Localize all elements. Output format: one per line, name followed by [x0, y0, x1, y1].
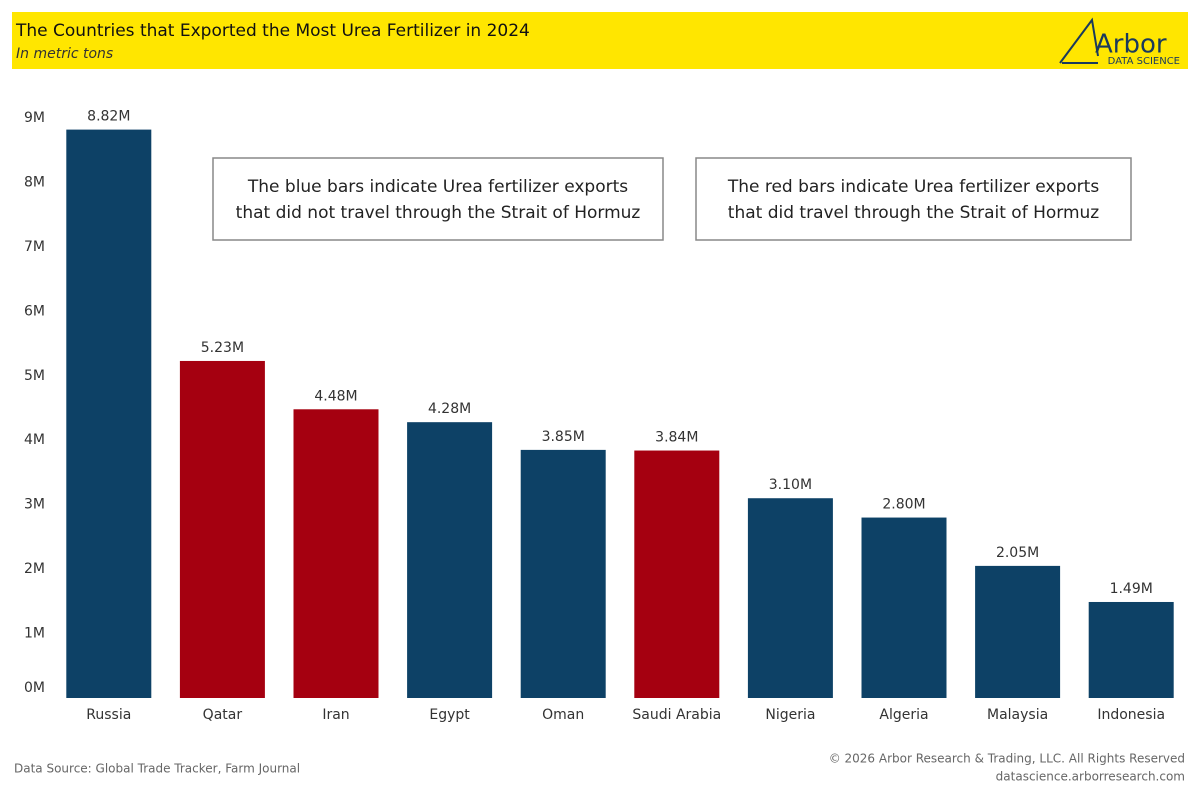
- y-tick-label: 2M: [24, 561, 45, 577]
- bar: [747, 498, 833, 698]
- source: Data Source: Global Trade Tracker, Farm …: [14, 762, 300, 776]
- y-tick-label: 4M: [24, 432, 45, 448]
- website: datascience.arborresearch.com: [996, 770, 1185, 784]
- x-tick-label: Nigeria: [765, 707, 815, 723]
- x-tick-label: Iran: [322, 707, 349, 723]
- annotation-text: The blue bars indicate Urea fertilizer e…: [247, 177, 628, 197]
- value-label: 8.82M: [87, 109, 130, 125]
- annotation-text: that did travel through the Strait of Ho…: [728, 203, 1100, 223]
- bar: [975, 565, 1061, 698]
- value-label: 4.28M: [428, 401, 471, 417]
- annotation-box: [212, 157, 664, 241]
- logo-tagline: DATA SCIENCE: [1108, 56, 1180, 67]
- chart-title: The Countries that Exported the Most Ure…: [15, 21, 530, 41]
- x-tick-label: Oman: [542, 707, 584, 723]
- annotation-box: [695, 157, 1132, 241]
- x-tick-label: Algeria: [879, 707, 928, 723]
- header-band: [12, 12, 1188, 69]
- value-label: 2.05M: [996, 545, 1039, 561]
- chart-subtitle: In metric tons: [16, 46, 113, 62]
- logo-name: Arbor: [1095, 30, 1167, 60]
- copyright: © 2026 Arbor Research & Trading, LLC. Al…: [829, 752, 1185, 766]
- bar: [634, 450, 720, 698]
- x-tick-label: Indonesia: [1097, 707, 1165, 723]
- bar: [66, 129, 152, 699]
- y-tick-label: 3M: [24, 497, 45, 513]
- x-tick-label: Egypt: [429, 707, 470, 723]
- bar: [520, 449, 606, 698]
- value-label: 2.80M: [882, 497, 925, 513]
- bar: [293, 409, 379, 698]
- y-tick-label: 7M: [24, 239, 45, 255]
- annotation-text: that did not travel through the Strait o…: [236, 203, 641, 223]
- y-tick-label: 6M: [24, 303, 45, 319]
- bar: [1088, 601, 1174, 698]
- value-label: 3.85M: [542, 429, 585, 445]
- value-label: 3.10M: [769, 477, 812, 493]
- x-tick-label: Russia: [86, 707, 131, 723]
- y-tick-label: 8M: [24, 174, 45, 190]
- x-tick-label: Qatar: [203, 707, 243, 723]
- value-label: 1.49M: [1110, 581, 1153, 597]
- x-tick-label: Saudi Arabia: [632, 707, 721, 723]
- bar: [179, 360, 265, 698]
- bar: [861, 517, 947, 698]
- y-tick-label: 9M: [24, 110, 45, 126]
- y-tick-label: 5M: [24, 368, 45, 384]
- bar: [407, 422, 493, 698]
- value-label: 3.84M: [655, 430, 698, 446]
- annotation-text: The red bars indicate Urea fertilizer ex…: [727, 177, 1100, 197]
- x-tick-label: Malaysia: [987, 707, 1048, 723]
- logo-mark: [1059, 17, 1099, 64]
- value-label: 4.48M: [314, 388, 357, 404]
- value-label: 5.23M: [201, 340, 244, 356]
- y-tick-label: 1M: [24, 626, 45, 642]
- y-tick-label: 0M: [24, 680, 45, 696]
